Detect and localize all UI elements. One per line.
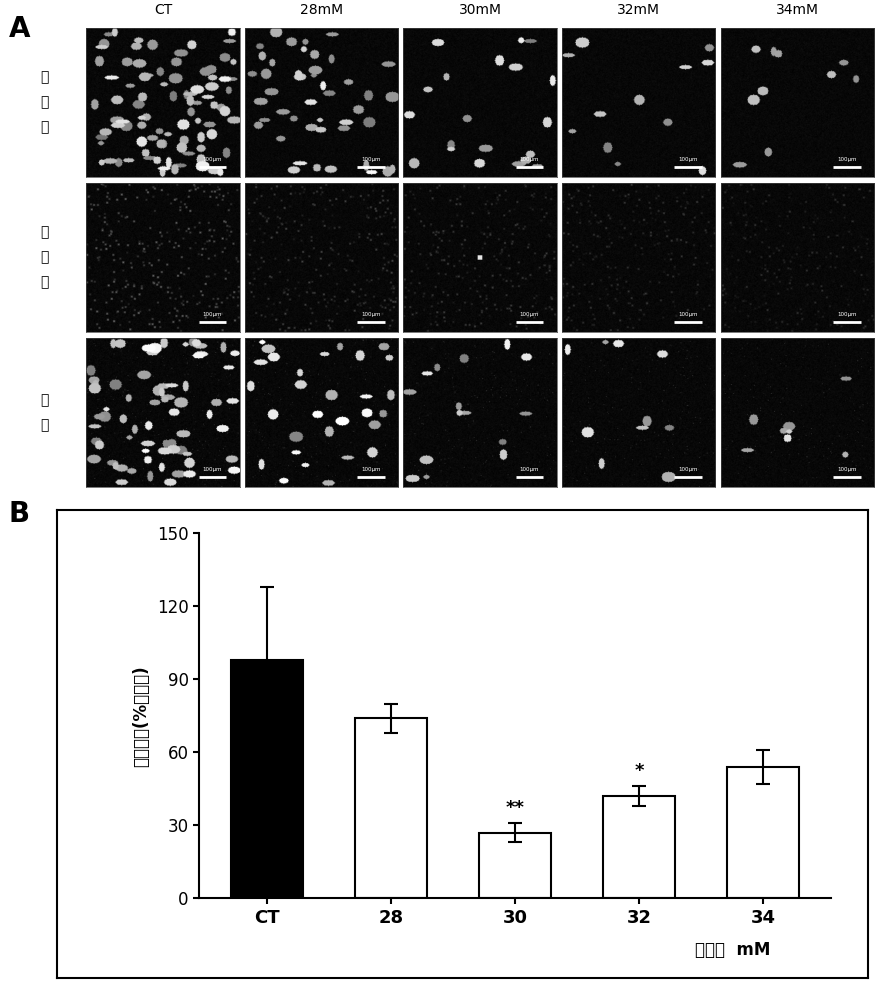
Text: 100μm: 100μm xyxy=(203,467,222,472)
Text: 100μm: 100μm xyxy=(678,312,698,317)
Text: 合: 合 xyxy=(40,418,48,432)
Text: 100μm: 100μm xyxy=(361,312,381,317)
Text: 32mM: 32mM xyxy=(618,3,660,17)
Text: 28mM: 28mM xyxy=(300,3,343,17)
Text: 100μm: 100μm xyxy=(837,467,856,472)
Text: 单位：  mM: 单位： mM xyxy=(695,941,771,959)
Text: 100μm: 100μm xyxy=(678,467,698,472)
Text: 数: 数 xyxy=(40,226,48,239)
Text: 100μm: 100μm xyxy=(203,312,222,317)
Y-axis label: 细胞增殖(%对照组): 细胞增殖(%对照组) xyxy=(132,665,150,767)
Text: 细: 细 xyxy=(40,276,48,290)
Text: 100μm: 100μm xyxy=(361,157,381,162)
Bar xyxy=(479,833,552,898)
Text: 100μm: 100μm xyxy=(678,157,698,162)
Text: 34mM: 34mM xyxy=(776,3,818,17)
Bar xyxy=(727,767,799,898)
Text: **: ** xyxy=(506,799,525,817)
Text: 100μm: 100μm xyxy=(520,157,539,162)
Text: 100μm: 100μm xyxy=(520,312,539,317)
Text: 100μm: 100μm xyxy=(837,312,856,317)
Text: A: A xyxy=(9,15,30,43)
Text: 100μm: 100μm xyxy=(361,467,381,472)
Text: 细: 细 xyxy=(40,121,48,135)
Text: 数: 数 xyxy=(40,70,48,85)
Text: CT: CT xyxy=(154,3,172,17)
Text: B: B xyxy=(9,500,30,528)
Bar xyxy=(232,660,303,898)
Text: 100μm: 100μm xyxy=(520,467,539,472)
Bar xyxy=(355,718,427,898)
Bar xyxy=(603,796,675,898)
Text: 30mM: 30mM xyxy=(459,3,501,17)
Text: 并: 并 xyxy=(40,393,48,407)
Text: 胞: 胞 xyxy=(40,96,48,109)
Text: *: * xyxy=(634,762,644,780)
Text: 核: 核 xyxy=(40,251,48,265)
Text: 100μm: 100μm xyxy=(203,157,222,162)
Text: 100μm: 100μm xyxy=(837,157,856,162)
